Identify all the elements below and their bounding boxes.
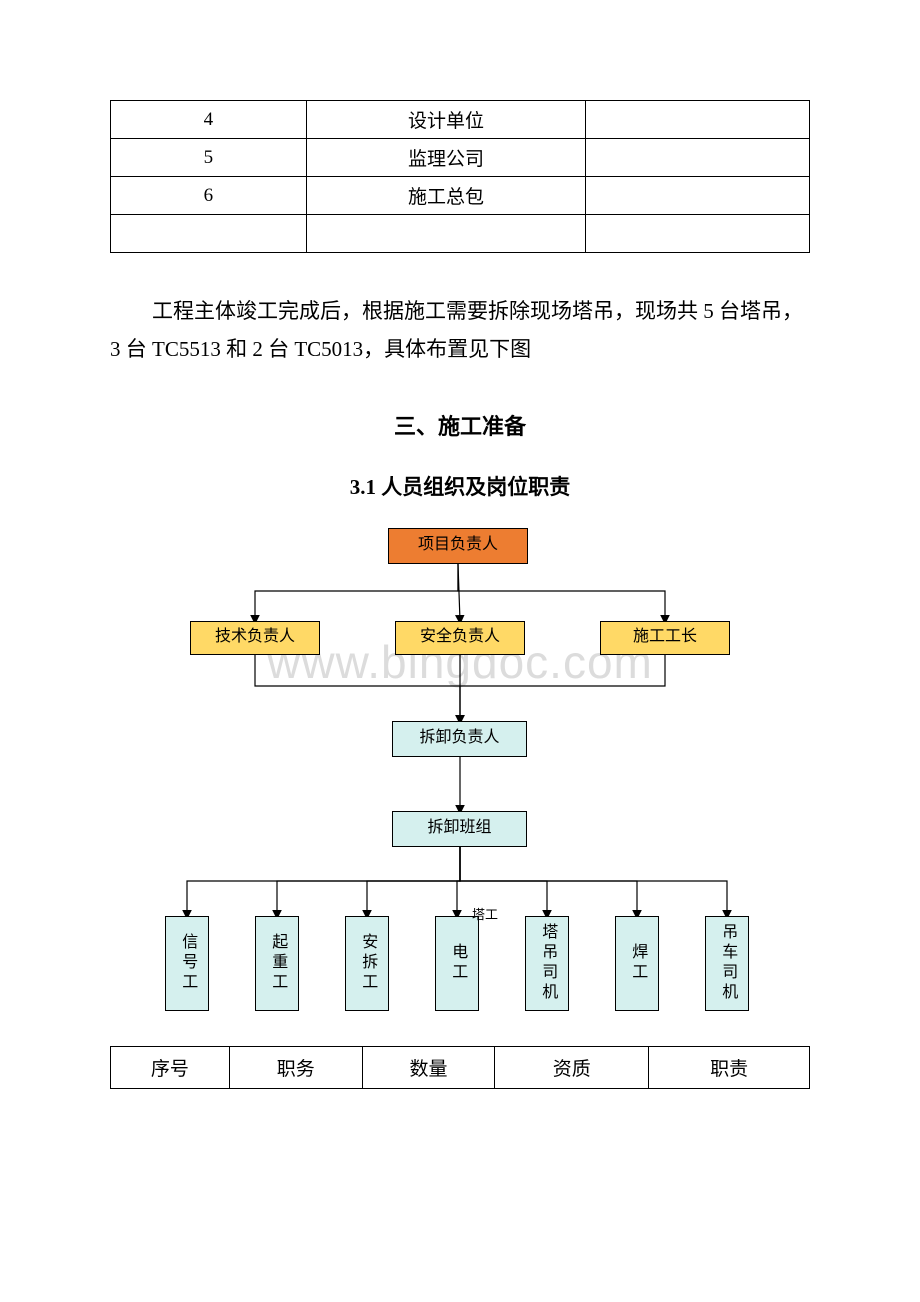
cell-unit: 施工总包 (306, 177, 586, 215)
section-heading: 三、施工准备 (110, 409, 810, 441)
org-node-n1: 技术负责人 (190, 621, 320, 655)
org-node-n7: 起重工 (255, 916, 299, 1011)
org-node-n8: 安拆工 (345, 916, 389, 1011)
org-node-n3: 施工工长 (600, 621, 730, 655)
cell-unit: 设计单位 (306, 101, 586, 139)
cell-seq (111, 215, 307, 253)
cell-value (586, 177, 810, 215)
col-seq: 序号 (111, 1046, 230, 1088)
col-qual: 资质 (495, 1046, 649, 1088)
org-node-n9: 电工 (435, 916, 479, 1011)
body-paragraph: 工程主体竣工完成后，根据施工需要拆除现场塔吊，现场共 5 台塔吊，3 台 TC5… (110, 293, 810, 369)
org-node-n2: 安全负责人 (395, 621, 525, 655)
org-node-n5: 拆卸班组 (392, 811, 527, 847)
table-row: 6 施工总包 (111, 177, 810, 215)
org-node-n4: 拆卸负责人 (392, 721, 527, 757)
org-node-n6: 信号工 (165, 916, 209, 1011)
cell-value (586, 215, 810, 253)
cell-value (586, 101, 810, 139)
org-node-n12: 吊车司机 (705, 916, 749, 1011)
cell-seq: 6 (111, 177, 307, 215)
sub-heading: 3.1 人员组织及岗位职责 (110, 471, 810, 501)
org-chart: 项目负责人技术负责人 安全负责人 施工工长拆卸负责人拆卸班组信号工 起重工 安拆工 电工塔… (110, 526, 810, 1026)
org-node-n0: 项目负责人 (388, 528, 528, 564)
cell-seq: 5 (111, 139, 307, 177)
cell-value (586, 139, 810, 177)
cell-unit: 监理公司 (306, 139, 586, 177)
table-row (111, 215, 810, 253)
col-duty: 职责 (649, 1046, 810, 1088)
cell-seq: 4 (111, 101, 307, 139)
cell-unit (306, 215, 586, 253)
extra-label: 塔工 (472, 904, 498, 923)
table-header-row: 序号 职务 数量 资质 职责 (111, 1046, 810, 1088)
col-count: 数量 (362, 1046, 495, 1088)
org-node-n10: 塔吊司机 (525, 916, 569, 1011)
org-node-n11: 焊工 (615, 916, 659, 1011)
col-role: 职务 (229, 1046, 362, 1088)
table-row: 5 监理公司 (111, 139, 810, 177)
table-row: 4 设计单位 (111, 101, 810, 139)
responsibility-table: 序号 职务 数量 资质 职责 (110, 1046, 810, 1089)
units-table: 4 设计单位 5 监理公司 6 施工总包 (110, 100, 810, 253)
